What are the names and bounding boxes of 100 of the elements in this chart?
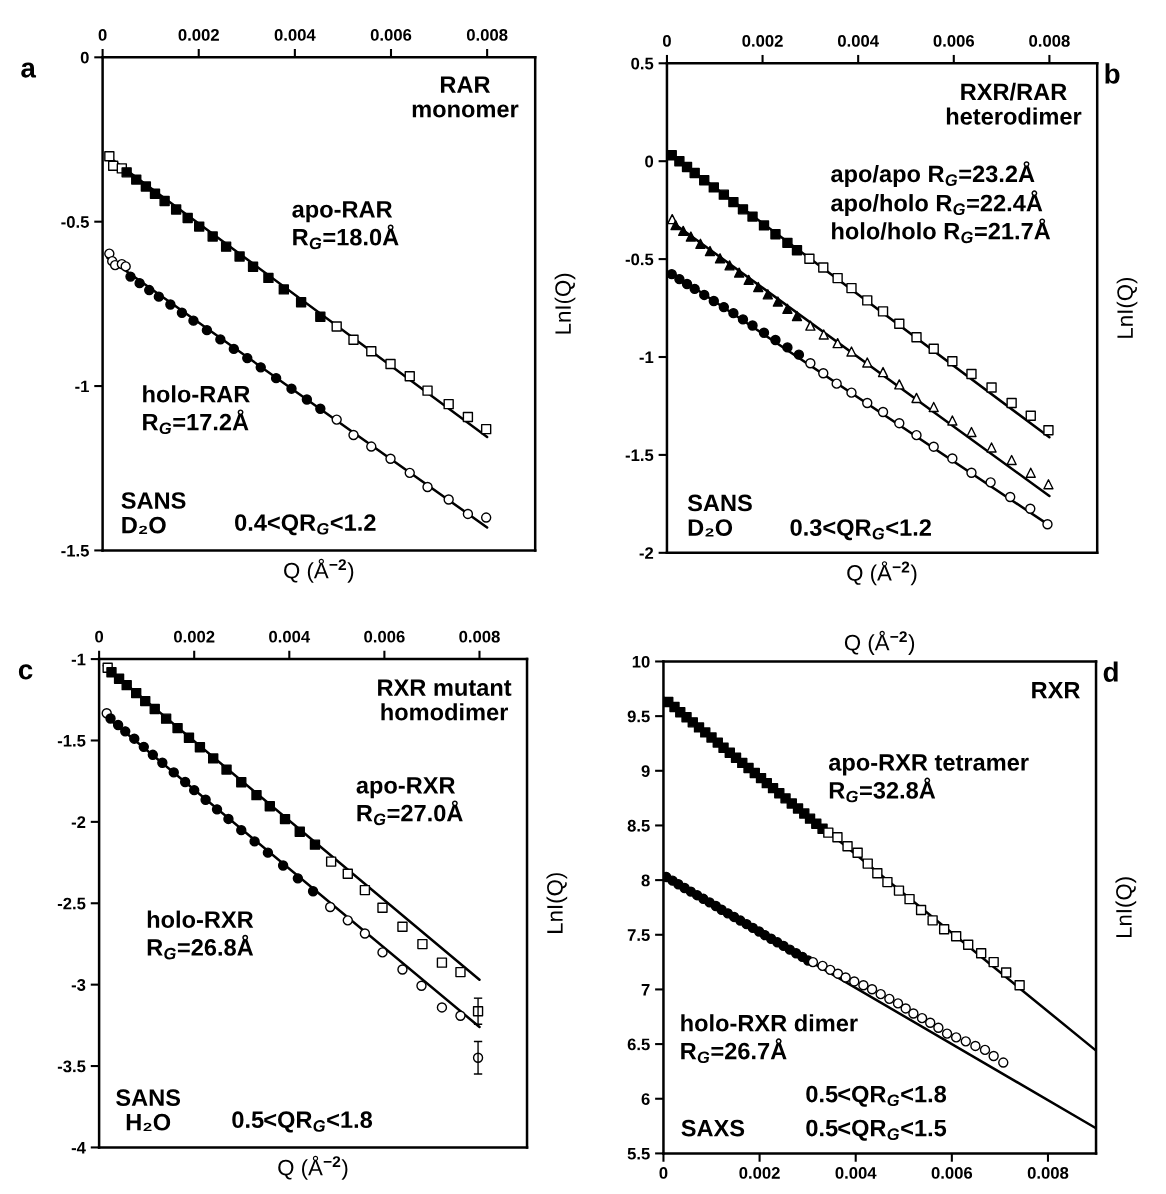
y-tick-label: -1 (75, 380, 89, 393)
x-tick-label: 0.008 (459, 630, 500, 643)
point (695, 238, 706, 250)
y-tick-label: 10 (632, 655, 650, 668)
x-tick-label: 0 (659, 1167, 668, 1179)
chart-title: c (18, 664, 33, 680)
y-tick-label: 9.5 (627, 710, 650, 723)
y-tick-label: 0 (645, 155, 654, 168)
y-tick-label: 8.5 (627, 819, 650, 832)
point (1006, 454, 1017, 466)
point (832, 337, 843, 349)
point (986, 442, 997, 453)
y-axis-title: LnI(Q) (1115, 877, 1137, 938)
point (846, 346, 857, 357)
x2-axis-title: Q (Å$^{−2}$) (844, 630, 915, 655)
point (894, 379, 905, 390)
y-tick-label: -2.5 (57, 897, 86, 910)
point (753, 281, 764, 293)
point (862, 357, 873, 368)
point (678, 225, 689, 237)
point (733, 267, 745, 278)
annotation: SAXS (681, 1119, 745, 1137)
chart-title: a (21, 62, 37, 78)
x-axis-title: Q (Å$^{−2}$) (284, 558, 354, 583)
x-tick-label: 0.004 (274, 29, 316, 41)
y-tick-label: -0.5 (625, 253, 654, 266)
x-tick-label: 0.006 (931, 1167, 973, 1179)
annotation: holo-RXR R$_{G}$=26.8Å (147, 910, 254, 960)
annotation: apo-RXR tetramer R$_{G}$=32.8Å (828, 754, 1029, 803)
annotation: RXR mutant homodimer (378, 679, 512, 721)
point (670, 219, 681, 231)
x-tick-label: 0.002 (178, 29, 219, 41)
x-tick-label: 0 (95, 630, 104, 643)
annotation: holo-RXR dimer R$_{G}$=26.7Å (681, 1014, 858, 1064)
y-tick-label: 9 (641, 765, 650, 777)
y-tick-label: -1.5 (625, 449, 654, 462)
x-tick-label: 0.008 (1029, 34, 1070, 47)
annotation: RXR/RAR heterodimer (946, 82, 1082, 125)
point (704, 245, 716, 257)
point (724, 260, 735, 271)
y-tick-label: -3 (71, 979, 86, 991)
x-tick-label: 0.002 (174, 630, 215, 643)
x-tick-label: 0.006 (364, 630, 405, 643)
y-tick-label: 5.5 (627, 1147, 650, 1160)
annotation: RXR (1032, 682, 1080, 699)
point (782, 303, 793, 315)
x-axis-title: Q (Å$^{−2}$) (847, 561, 917, 586)
annotation: 0.5<QR$_{G}$<1.5 (806, 1119, 947, 1141)
y-tick-label: 0 (80, 51, 89, 64)
annotation: 0.5<QR$_{G}$<1.8 (806, 1085, 947, 1107)
x-tick-label: 0.004 (835, 1167, 877, 1179)
x-tick-label: 0 (98, 29, 107, 41)
y-axis-title: LnI(Q) (554, 273, 576, 334)
y-tick-label: -3.5 (57, 1060, 86, 1073)
text: apo/apo R$_{G}$=23.2Å apo/holo R$_{G}$=22.4Å holo/holo R$_{G}$=21.7Å (831, 161, 1051, 244)
annotation: SANS D₂O (121, 492, 186, 534)
annotation: holo-RAR R$_{G}$=17.2Å (143, 385, 250, 435)
y-axis-title: LnI(Q) (1116, 277, 1138, 338)
annotation: SANS H₂O (116, 1089, 181, 1132)
x-tick-label: 0.002 (739, 1167, 780, 1179)
point (911, 392, 922, 404)
y-tick-label: -2 (71, 816, 86, 828)
annotation: RAR monomer (412, 76, 519, 118)
y-tick-label: -2 (639, 547, 654, 559)
chart-title: d (1103, 661, 1118, 682)
y-tick-label: -4 (71, 1142, 86, 1154)
y-tick-label: 8 (641, 874, 650, 887)
x-tick-label: 0.002 (742, 34, 783, 47)
x-axis-title: Q (Å$^{−2}$) (278, 1155, 348, 1180)
x-tick-label: 0.008 (466, 29, 508, 41)
point (928, 401, 939, 413)
point (772, 296, 784, 307)
annotation: apo-RAR R$_{G}$=18.0Å (292, 201, 399, 250)
x-tick-label: 0.006 (933, 34, 975, 47)
x-tick-label: 0.004 (837, 34, 879, 47)
point (791, 310, 803, 322)
y-tick-label: -1.5 (57, 735, 86, 747)
y-tick-label: 6.5 (627, 1038, 650, 1051)
y-tick-label: -1 (639, 351, 654, 364)
annotation: SANS D₂O (687, 494, 752, 537)
y-tick-label: 6 (641, 1093, 650, 1105)
y-tick-label: -1.5 (61, 545, 89, 557)
annotation: apo-RXR R$_{G}$=27.0Å (356, 777, 463, 826)
y-axis-title: LnI(Q) (546, 873, 568, 933)
point (762, 289, 774, 300)
x-tick-label: 0 (662, 34, 671, 47)
y-tick-label: 7 (641, 984, 650, 996)
point (714, 253, 726, 264)
point (877, 366, 889, 378)
annotation: 0.3<QR$_{G}$<1.2 (790, 519, 931, 541)
annotation: 0.4<QR$_{G}$<1.2 (235, 514, 376, 536)
point (743, 274, 754, 286)
y-tick-label: -1 (71, 653, 86, 666)
x-tick-label: 0.004 (269, 630, 311, 643)
point (685, 231, 697, 242)
x-tick-label: 0.008 (1027, 1167, 1069, 1179)
y-tick-label: -0.5 (61, 216, 89, 228)
point (1043, 479, 1054, 490)
y-tick-label: 7.5 (627, 929, 650, 941)
x-tick-label: 0.006 (370, 29, 412, 41)
